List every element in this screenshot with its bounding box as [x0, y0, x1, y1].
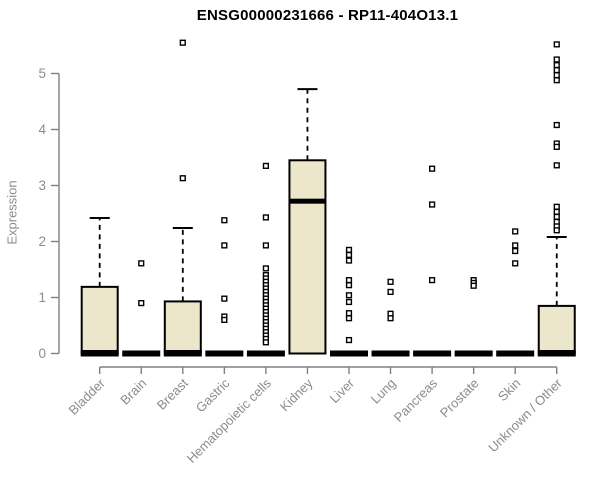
outlier-point	[553, 41, 560, 48]
outlier-point	[553, 72, 560, 79]
y-tick-label: 0	[38, 346, 46, 361]
box	[537, 304, 576, 355]
box	[163, 300, 202, 355]
outlier-point	[345, 315, 353, 322]
outlier-point	[553, 162, 560, 169]
outlier-point	[221, 295, 228, 302]
flat-box	[205, 350, 244, 357]
flat-box	[122, 350, 161, 357]
outlier-point	[553, 56, 560, 63]
outlier-point	[345, 336, 353, 344]
outlier-point	[553, 143, 560, 150]
outlier-point	[262, 162, 270, 170]
outlier-point	[387, 288, 394, 296]
x-category-label: Prostate	[437, 376, 482, 421]
outlier-point	[262, 214, 270, 221]
y-tick-label: 5	[38, 66, 46, 81]
flat-box	[496, 350, 535, 357]
median-line	[289, 198, 326, 204]
outlier-point	[553, 208, 560, 215]
outlier-point	[553, 67, 560, 74]
outlier-point	[345, 277, 353, 284]
flat-box	[413, 350, 452, 357]
x-category-label: Skin	[495, 376, 523, 404]
y-tick-label: 2	[38, 234, 46, 249]
outlier-point	[221, 316, 228, 324]
outlier-point	[553, 203, 560, 210]
x-category-label: Breast	[154, 375, 191, 412]
outlier-point	[345, 292, 353, 299]
outlier-point	[262, 265, 270, 272]
outlier-point	[262, 339, 270, 346]
box	[288, 159, 327, 355]
median-line	[163, 350, 202, 357]
chart-title: ENSG00000231666 - RP11-404O13.1	[196, 7, 459, 24]
outlier-point	[387, 315, 394, 322]
outlier-point	[429, 165, 436, 172]
x-category-label: Lung	[368, 376, 399, 407]
flat-box	[246, 350, 285, 357]
box	[80, 285, 119, 355]
x-category-label: Kidney	[277, 375, 316, 414]
outlier-point	[512, 228, 519, 235]
flat-box	[371, 350, 410, 357]
x-category-label: Liver	[327, 375, 358, 406]
outlier-point	[221, 217, 228, 224]
x-category-label: Pancreas	[391, 375, 441, 425]
outlier-point	[512, 247, 519, 255]
x-category-label: Gastric	[193, 375, 233, 415]
y-tick-label: 4	[38, 122, 46, 137]
outlier-point	[345, 251, 353, 259]
outlier-point	[345, 298, 353, 306]
outlier-point	[138, 260, 145, 267]
median-line	[537, 350, 576, 357]
outlier-point	[553, 227, 560, 234]
outlier-point	[345, 282, 353, 289]
median-line	[80, 350, 119, 357]
outlier-point	[553, 62, 560, 69]
x-category-label: Bladder	[66, 375, 109, 418]
outlier-point	[221, 242, 228, 249]
outlier-point	[138, 300, 145, 307]
outlier-point	[512, 260, 519, 267]
flat-box	[330, 350, 368, 357]
outlier-point	[429, 277, 436, 284]
outlier-point	[553, 121, 560, 129]
flat-box	[454, 350, 493, 357]
y-tick-label: 1	[38, 290, 46, 305]
x-category-label: Unknown / Other	[485, 375, 565, 455]
outlier-point	[429, 201, 436, 208]
outlier-point	[345, 246, 353, 254]
outlier-point	[179, 39, 186, 46]
outlier-point	[262, 242, 270, 249]
outlier-point	[553, 213, 560, 220]
outlier-point	[179, 175, 186, 182]
y-tick-label: 3	[38, 178, 46, 193]
outlier-point	[345, 310, 353, 317]
outlier-point	[345, 257, 353, 264]
x-category-label: Brain	[117, 376, 149, 408]
outlier-point	[470, 282, 477, 289]
outlier-point	[553, 77, 560, 84]
outlier-point	[512, 242, 519, 249]
outlier-point	[387, 278, 394, 285]
